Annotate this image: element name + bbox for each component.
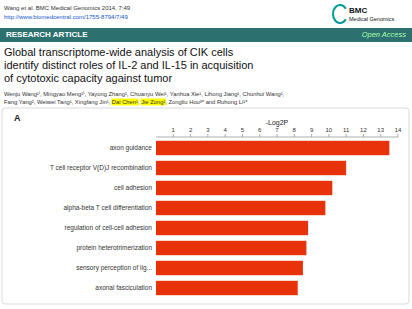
- x-tick: [311, 134, 312, 137]
- category-label: alpha-beta T cell differentiation: [63, 204, 152, 212]
- open-access: Open Access: [362, 30, 407, 39]
- x-tick-label: 11: [343, 127, 350, 133]
- x-tick-label: 4: [223, 127, 227, 133]
- paper-line: Wang et al. BMC Medical Genomics 2014, 7…: [4, 5, 131, 11]
- x-tick-label: 9: [310, 127, 314, 133]
- section-label: RESEARCH ARTICLE: [6, 30, 88, 39]
- x-tick-label: 2: [189, 127, 193, 133]
- author-highlight: [111, 99, 138, 106]
- article-title: of cytotoxic capacity against tumor: [4, 72, 172, 84]
- article-title: Global transcriptome-wide analysis of CI…: [4, 46, 234, 58]
- x-tick: [242, 134, 243, 137]
- x-tick-label: 5: [241, 127, 245, 133]
- bar: [156, 201, 325, 215]
- bar: [156, 261, 303, 275]
- panel-label: A: [14, 113, 21, 123]
- x-tick: [294, 134, 295, 137]
- category-label: axon guidance: [110, 144, 153, 152]
- bar: [156, 141, 389, 155]
- author-highlight: [141, 99, 166, 106]
- chart-box: [2, 108, 409, 304]
- x-tick-label: 14: [395, 127, 402, 133]
- author-part: , Zongliu Hou³* and Ruhong Li¹*: [165, 99, 248, 105]
- x-tick: [259, 134, 260, 137]
- author-part: Fang Yang², Weiwei Tang¹, Xingfang Jin¹,: [4, 99, 112, 105]
- category-label: regulation of cell-cell adhesion: [65, 224, 153, 232]
- x-tick-label: 10: [326, 127, 333, 133]
- x-tick-label: 3: [206, 127, 210, 133]
- x-tick: [380, 134, 381, 137]
- x-tick: [363, 134, 364, 137]
- category-label: T cell receptor V(D)J recombination: [50, 164, 152, 172]
- bar: [156, 281, 298, 295]
- x-tick: [398, 134, 399, 137]
- article-title: identify distinct roles of IL-2 and IL-1…: [4, 59, 253, 71]
- x-tick-label: 6: [258, 127, 262, 133]
- x-tick-label: 13: [377, 127, 384, 133]
- x-tick-label: 1: [172, 127, 176, 133]
- bars: [156, 141, 389, 295]
- x-axis-label: -Log2P: [266, 119, 289, 127]
- category-label: sensory perception of lig...: [76, 264, 152, 272]
- x-tick: [207, 134, 208, 137]
- x-tick: [277, 134, 278, 137]
- header-bar: [0, 28, 412, 42]
- logo-arc: [333, 5, 346, 23]
- author-part: Dai Chen¹: [112, 99, 138, 105]
- x-tick: [225, 134, 226, 137]
- x-tick: [173, 134, 174, 137]
- page: Wang et al. BMC Medical Genomics 2014, 7…: [0, 0, 412, 309]
- category-label: cell adhesion: [114, 184, 152, 191]
- category-label: axonal fasciculation: [95, 284, 152, 291]
- x-tick-label: 8: [293, 127, 297, 133]
- x-tick: [328, 134, 329, 137]
- highlights: [111, 99, 166, 106]
- x-tick-label: 12: [360, 127, 367, 133]
- category-label: protein heterotrimerization: [76, 244, 152, 252]
- paper-link: http://www.biomedcentral.com/1755-8794/7…: [4, 14, 128, 20]
- authors: Fang Yang², Weiwei Tang¹, Xingfang Jin¹,…: [4, 99, 248, 105]
- bar: [156, 181, 332, 195]
- x-tick-label: 7: [275, 127, 279, 133]
- bar: [156, 221, 308, 235]
- x-tick: [346, 134, 347, 137]
- logo-text: BMC: [349, 6, 367, 15]
- author-part: Jie Zong¹: [141, 99, 165, 105]
- x-tick: [190, 134, 191, 137]
- bar: [156, 161, 346, 175]
- bar: [156, 241, 306, 255]
- logo-subtext: Medical Genomics: [349, 16, 394, 22]
- authors: Wenju Wang¹ᵗ, Mingyao Meng¹ᵗ, Yayong Zha…: [4, 91, 285, 97]
